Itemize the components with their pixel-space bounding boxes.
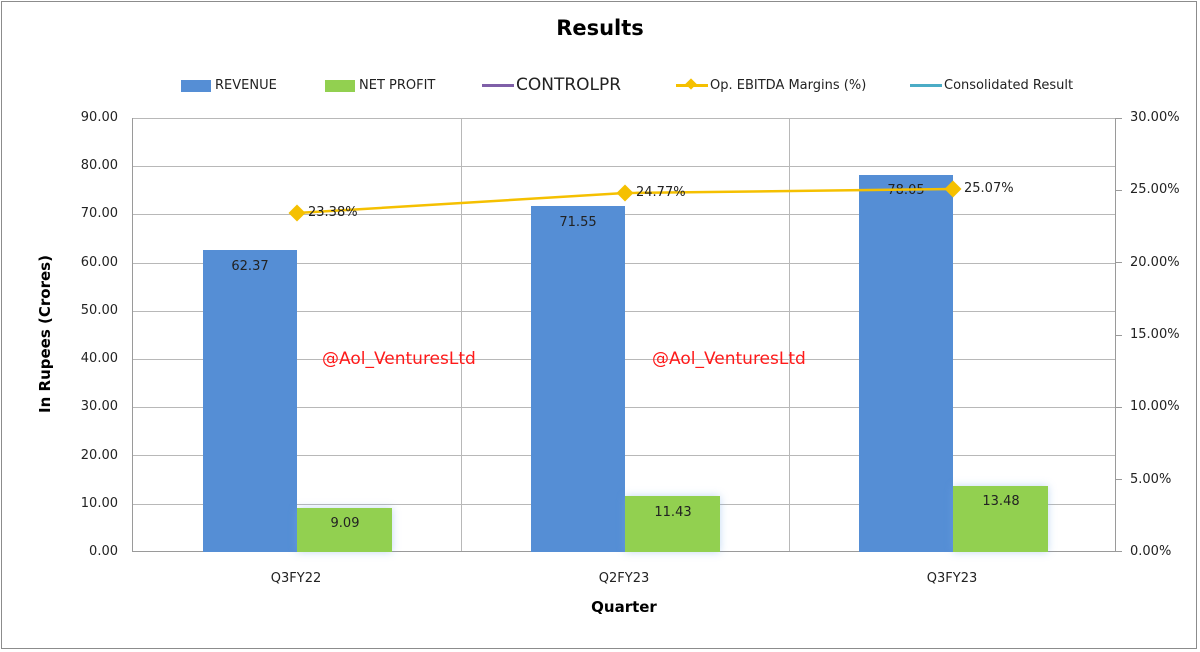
- revenue-swatch-icon: [181, 79, 211, 92]
- y-tick: 90.00: [80, 110, 118, 125]
- y2-tick: 25.00%: [1130, 182, 1180, 197]
- legend-item-ebitda: Op. EBITDA Margins (%): [676, 78, 866, 93]
- y-tick: 0.00: [89, 544, 118, 559]
- legend-label: NET PROFIT: [359, 78, 436, 93]
- legend-label: REVENUE: [215, 78, 277, 93]
- y2-tick: 15.00%: [1130, 327, 1180, 342]
- ebitda-label: 24.77%: [636, 185, 686, 200]
- revenue-label: 62.37: [231, 259, 269, 274]
- revenue-bar-q2fy23[interactable]: [531, 206, 625, 552]
- y-tick: 80.00: [80, 158, 118, 173]
- ebitda-line: [288, 180, 962, 222]
- x-category: Q2FY23: [598, 571, 650, 586]
- legend-label: Consolidated Result: [944, 78, 1074, 93]
- revenue-bar-q3fy22[interactable]: [203, 250, 297, 552]
- net-profit-bar-q3fy23[interactable]: [953, 486, 1048, 552]
- y2-tick: 20.00%: [1130, 255, 1180, 270]
- y-tick: 70.00: [80, 206, 118, 221]
- ebitda-marker-icon: [616, 184, 634, 202]
- y2-tick: 10.00%: [1130, 399, 1180, 414]
- ebitda-label: 23.38%: [308, 205, 358, 220]
- plot-area: 62.37 71.55 78.05 9.09 11.43 13.48 23.38…: [132, 118, 1116, 552]
- chart-title: Results: [556, 16, 644, 40]
- net-profit-label: 13.48: [982, 494, 1020, 509]
- y-tick: 10.00: [80, 496, 118, 511]
- y2-tick: 30.00%: [1130, 110, 1180, 125]
- net-profit-swatch-icon: [325, 79, 355, 92]
- y-axis-title: In Rupees (Crores): [36, 255, 54, 413]
- legend-item-net-profit: NET PROFIT: [325, 78, 435, 93]
- legend-label: Op. EBITDA Margins (%): [710, 78, 867, 93]
- legend: REVENUE NET PROFIT CONTROLPR Op. EBITDA …: [0, 75, 1200, 98]
- y-tick: 40.00: [80, 351, 118, 366]
- y-tick: 30.00: [80, 399, 118, 414]
- watermark: @Aol_VenturesLtd: [652, 349, 806, 369]
- y-tick: 50.00: [80, 303, 118, 318]
- net-profit-label: 11.43: [654, 505, 692, 520]
- revenue-bar-q3fy23[interactable]: [859, 175, 953, 552]
- x-category: Q3FY23: [926, 571, 978, 586]
- legend-item-revenue: REVENUE: [181, 78, 277, 93]
- ebitda-marker-icon: [944, 180, 962, 198]
- legend-item-consolidated: Consolidated Result: [910, 78, 1073, 93]
- net-profit-label: 9.09: [330, 516, 360, 531]
- net-profit-bar-q3fy22[interactable]: [297, 508, 392, 552]
- consolidated-line-icon: [910, 84, 942, 87]
- revenue-label: 71.55: [559, 215, 597, 230]
- controlpr-line-icon: [482, 83, 514, 87]
- x-axis-title: Quarter: [591, 598, 657, 616]
- legend-item-controlpr: CONTROLPR: [482, 75, 621, 95]
- legend-label: CONTROLPR: [516, 75, 622, 95]
- y-tick: 20.00: [80, 448, 118, 463]
- x-category: Q3FY22: [270, 571, 322, 586]
- ebitda-label: 25.07%: [964, 181, 1014, 196]
- y-tick: 60.00: [80, 255, 118, 270]
- y2-tick: 5.00%: [1130, 472, 1172, 487]
- watermark: @Aol_VenturesLtd: [322, 349, 476, 369]
- net-profit-bar-q2fy23[interactable]: [625, 496, 720, 552]
- y2-tick: 0.00%: [1130, 544, 1172, 559]
- ebitda-marker-icon: [288, 204, 306, 222]
- ebitda-line-diamond-icon: [676, 78, 708, 90]
